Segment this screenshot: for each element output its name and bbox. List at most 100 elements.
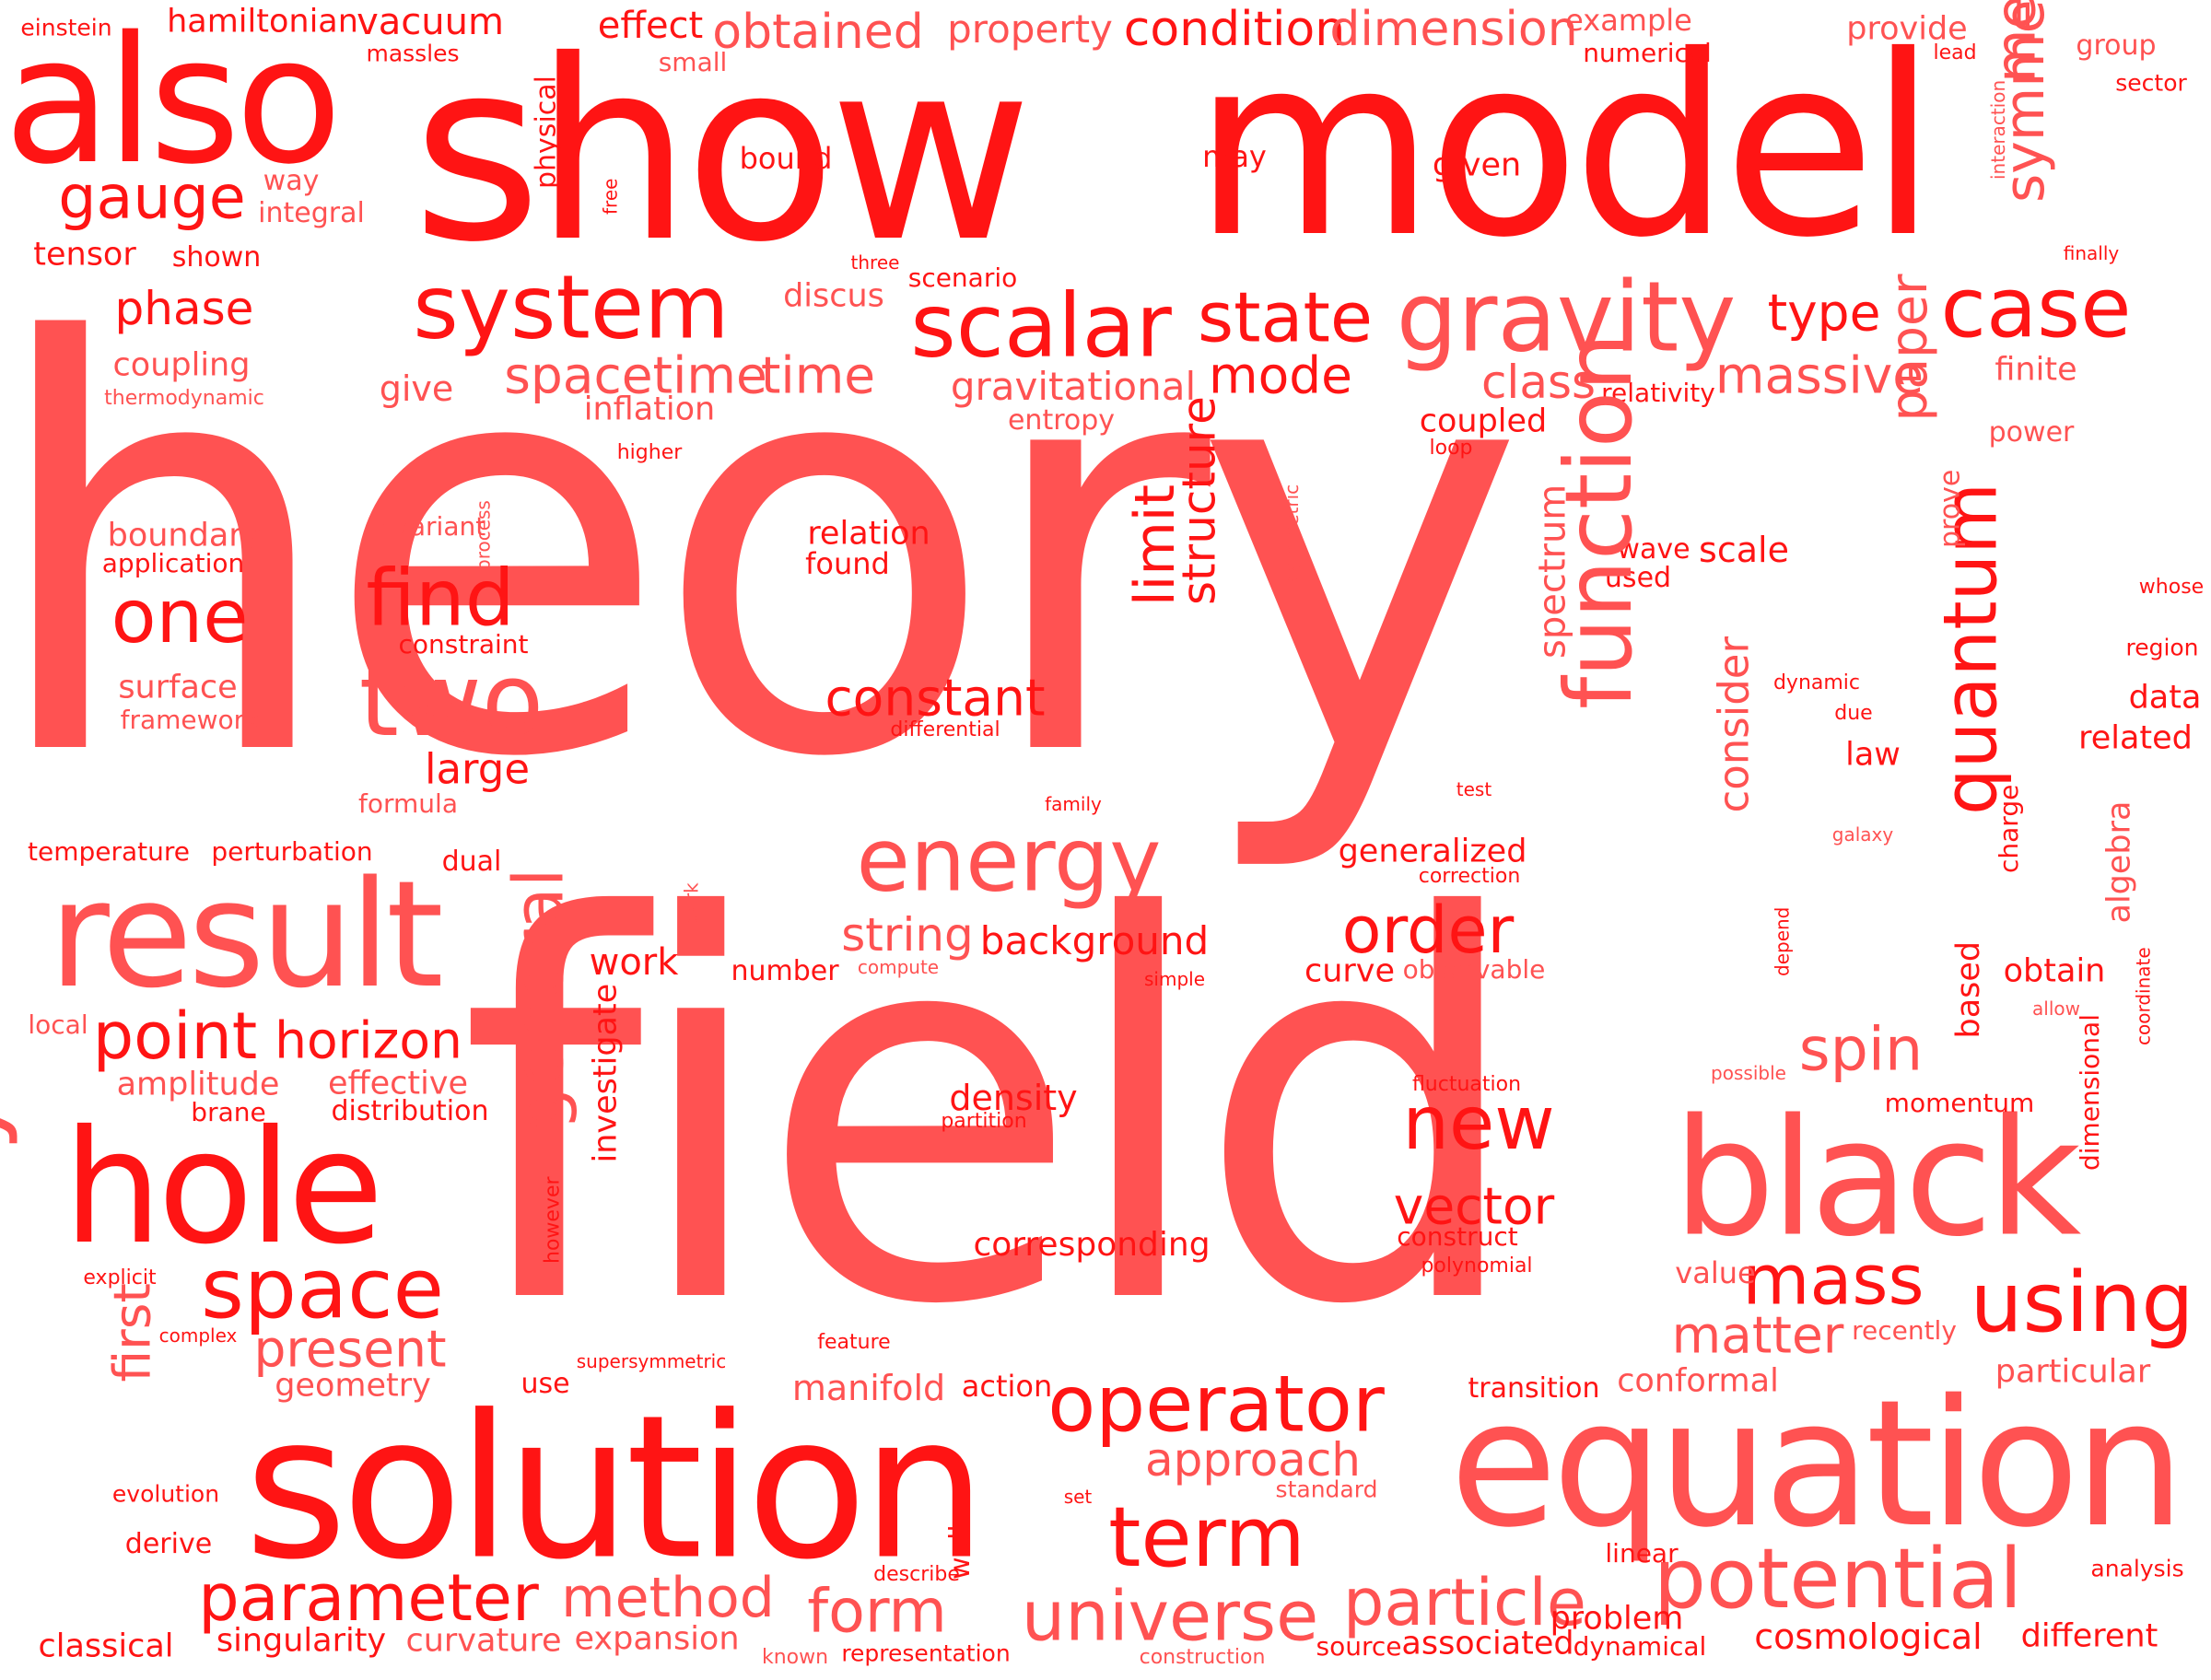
cloud-word-property: property — [947, 6, 1113, 52]
cloud-word-case: case — [1940, 260, 2132, 356]
cloud-word-symmetric: symmetric — [1280, 484, 1303, 582]
cloud-word-power: power — [1988, 416, 2075, 449]
cloud-word-compute: compute — [857, 956, 940, 978]
cloud-word-analysis: analysis — [2090, 1555, 2184, 1582]
cloud-word-dimensional: dimensional — [2075, 1014, 2106, 1171]
cloud-word-numerical: numerical — [1583, 38, 1712, 68]
cloud-word-standard: standard — [1275, 1476, 1378, 1503]
cloud-word-provide: provide — [1846, 10, 1968, 48]
cloud-word-interaction: interaction — [1986, 79, 2009, 180]
cloud-word-first: first — [102, 1283, 162, 1382]
cloud-word-value: value — [1675, 1255, 1756, 1290]
cloud-word-source: source — [1316, 1631, 1402, 1662]
cloud-word-relation: relation — [807, 515, 930, 553]
cloud-word-complex: complex — [158, 1324, 238, 1347]
cloud-word-associated: associated — [1401, 1625, 1574, 1662]
cloud-word-paper: paper — [1879, 274, 1939, 422]
cloud-word-geometry: geometry — [275, 1367, 431, 1405]
cloud-word-found: found — [805, 546, 890, 581]
cloud-word-thermodynamic: thermodynamic — [104, 387, 264, 410]
cloud-word-family: family — [1045, 793, 1102, 815]
cloud-word-finite: finite — [1995, 351, 2077, 389]
cloud-word-algebra: algebra — [2100, 800, 2138, 924]
cloud-word-law: law — [1845, 736, 1901, 774]
cloud-word-time: time — [760, 345, 876, 405]
cloud-word-massles: massles — [366, 40, 460, 67]
cloud-word-formula: formula — [358, 788, 458, 819]
cloud-word-space: space — [200, 1241, 445, 1337]
cloud-word-however: however — [541, 1176, 565, 1264]
cloud-word-well: well — [944, 1524, 977, 1580]
cloud-word-gauge: gauge — [58, 163, 246, 233]
cloud-word-manifold: manifold — [791, 1368, 946, 1408]
cloud-word-amplitude: amplitude — [116, 1066, 280, 1103]
cloud-word-entropy: entropy — [1007, 404, 1116, 437]
cloud-word-expansion: expansion — [574, 1620, 740, 1658]
cloud-word-class: class — [1480, 356, 1597, 409]
cloud-word-general: general — [497, 868, 579, 1131]
cloud-word-metric: metric — [1983, 0, 2048, 83]
cloud-word-state: state — [1198, 276, 1373, 358]
cloud-word-operator: operator — [1047, 1359, 1385, 1451]
cloud-word-two: two — [358, 641, 544, 759]
cloud-word-construction: construction — [1139, 1646, 1266, 1669]
cloud-word-massive: massive — [1714, 345, 1924, 405]
cloud-word-potential: potential — [1653, 1531, 2023, 1628]
cloud-word-effect: effect — [597, 5, 704, 47]
cloud-word-classical: classical — [38, 1628, 174, 1665]
cloud-word-hamiltonian: hamiltonian — [167, 3, 358, 41]
cloud-word-higher: higher — [616, 441, 683, 464]
cloud-word-term: term — [1108, 1489, 1305, 1586]
cloud-word-shown: shown — [171, 241, 262, 274]
cloud-word-perturbation: perturbation — [211, 836, 373, 867]
cloud-word-find: find — [366, 553, 515, 645]
cloud-word-form: form — [807, 1577, 947, 1647]
cloud-word-derive: derive — [124, 1528, 213, 1560]
cloud-word-scalar: scalar — [910, 275, 1172, 378]
cloud-word-galaxy: galaxy — [1831, 823, 1894, 846]
cloud-word-due: due — [1834, 702, 1873, 725]
cloud-word-prove: prove — [1934, 469, 1967, 548]
cloud-word-polynomial: polynomial — [1421, 1254, 1533, 1278]
cloud-word-give: give — [379, 368, 454, 409]
cloud-word-related: related — [2078, 719, 2193, 757]
cloud-word-whose: whose — [2138, 576, 2205, 599]
cloud-word-type: type — [1767, 283, 1881, 343]
cloud-word-observable: observable — [1402, 954, 1546, 985]
cloud-word-spin: spin — [1798, 1015, 1924, 1085]
cloud-word-recently: recently — [1852, 1315, 1957, 1346]
cloud-word-partition: partition — [941, 1110, 1027, 1133]
cloud-word-parameter: parameter — [198, 1560, 539, 1636]
cloud-word-depend: depend — [1771, 906, 1794, 976]
cloud-word-coupling: coupling — [112, 346, 251, 384]
cloud-word-point: point — [92, 998, 258, 1074]
cloud-word-vector: vector — [1393, 1176, 1555, 1236]
cloud-word-horizon: horizon — [275, 1010, 462, 1070]
cloud-word-linear: linear — [1605, 1538, 1679, 1569]
cloud-word-dual: dual — [441, 846, 502, 878]
cloud-word-boundary: boundary — [107, 517, 262, 554]
cloud-word-tensor: tensor — [33, 236, 136, 274]
cloud-word-discus: discus — [783, 277, 884, 315]
cloud-word-fluctuation: fluctuation — [1411, 1073, 1522, 1096]
cloud-word-one: one — [111, 574, 249, 659]
cloud-word-evolution: evolution — [111, 1480, 220, 1508]
cloud-word-particular: particular — [1995, 1353, 2151, 1391]
cloud-word-way: way — [263, 165, 320, 197]
cloud-word-curve: curve — [1304, 952, 1396, 990]
cloud-word-temperature: temperature — [28, 836, 190, 867]
cloud-word-curvature: curvature — [405, 1622, 562, 1660]
cloud-word-may: may — [1202, 139, 1267, 174]
cloud-word-possible: possible — [1711, 1062, 1786, 1084]
cloud-word-test: test — [1456, 778, 1492, 800]
cloud-word-representation: representation — [841, 1639, 1011, 1667]
cloud-word-small: small — [658, 47, 728, 77]
cloud-word-relativity: relativity — [1601, 378, 1715, 408]
cloud-word-hole: hole — [63, 1097, 383, 1279]
cloud-word-different: different — [2020, 1617, 2158, 1655]
cloud-word-approach: approach — [1145, 1433, 1361, 1487]
cloud-word-finally: finally — [2063, 242, 2120, 264]
cloud-word-application: application — [101, 548, 245, 578]
cloud-word-dimension: dimension — [1329, 2, 1578, 57]
